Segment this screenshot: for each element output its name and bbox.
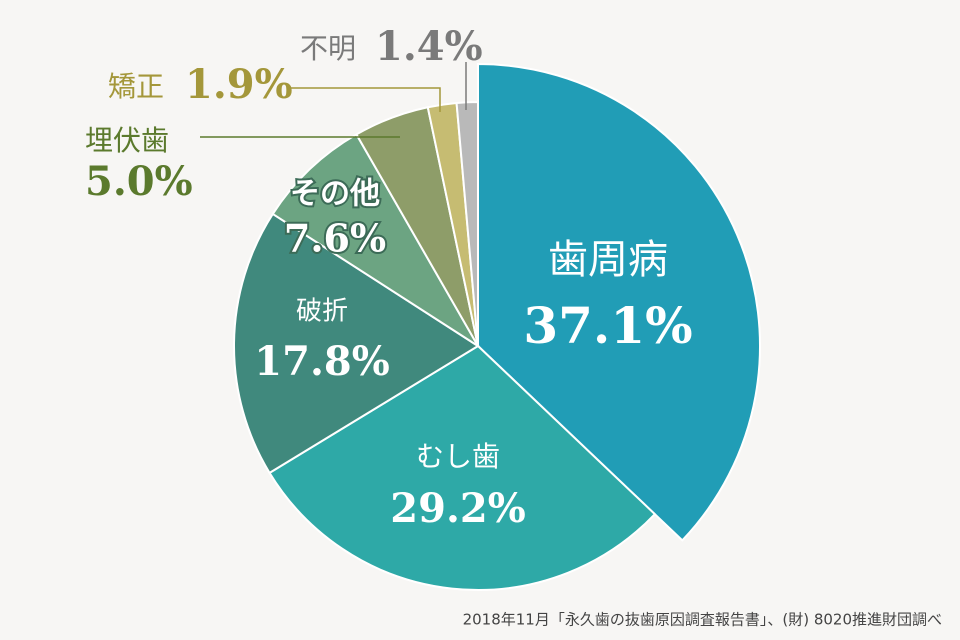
slice-label: 歯周病: [548, 237, 668, 283]
value-label: 1.4%: [375, 23, 483, 70]
pie-slice: [271, 133, 479, 347]
slice-label: 埋伏歯: [85, 124, 169, 157]
slice-label: 不明: [300, 32, 356, 65]
pie-slice: [477, 62, 761, 542]
pie-slice: [268, 344, 657, 591]
value-label: 7.6%: [284, 216, 386, 261]
value-label: 17.8%: [254, 338, 389, 385]
value-label: 29.2%: [390, 485, 525, 532]
pie-slice: [455, 100, 479, 347]
slice-label: むし歯: [416, 440, 500, 473]
value-label: 5.0%: [85, 158, 193, 205]
leader-line: [290, 87, 441, 112]
slice-label: その他: [290, 177, 380, 212]
slice-label: 破折: [296, 297, 348, 327]
value-label: 37.1%: [523, 296, 692, 355]
slice-label: 矯正: [108, 70, 164, 103]
value-label: 1.9%: [185, 61, 293, 108]
source-note: 2018年11月「永久歯の抜歯原因調査報告書」、(財) 8020推進財団調べ: [463, 611, 942, 629]
pie-slice: [233, 212, 480, 475]
